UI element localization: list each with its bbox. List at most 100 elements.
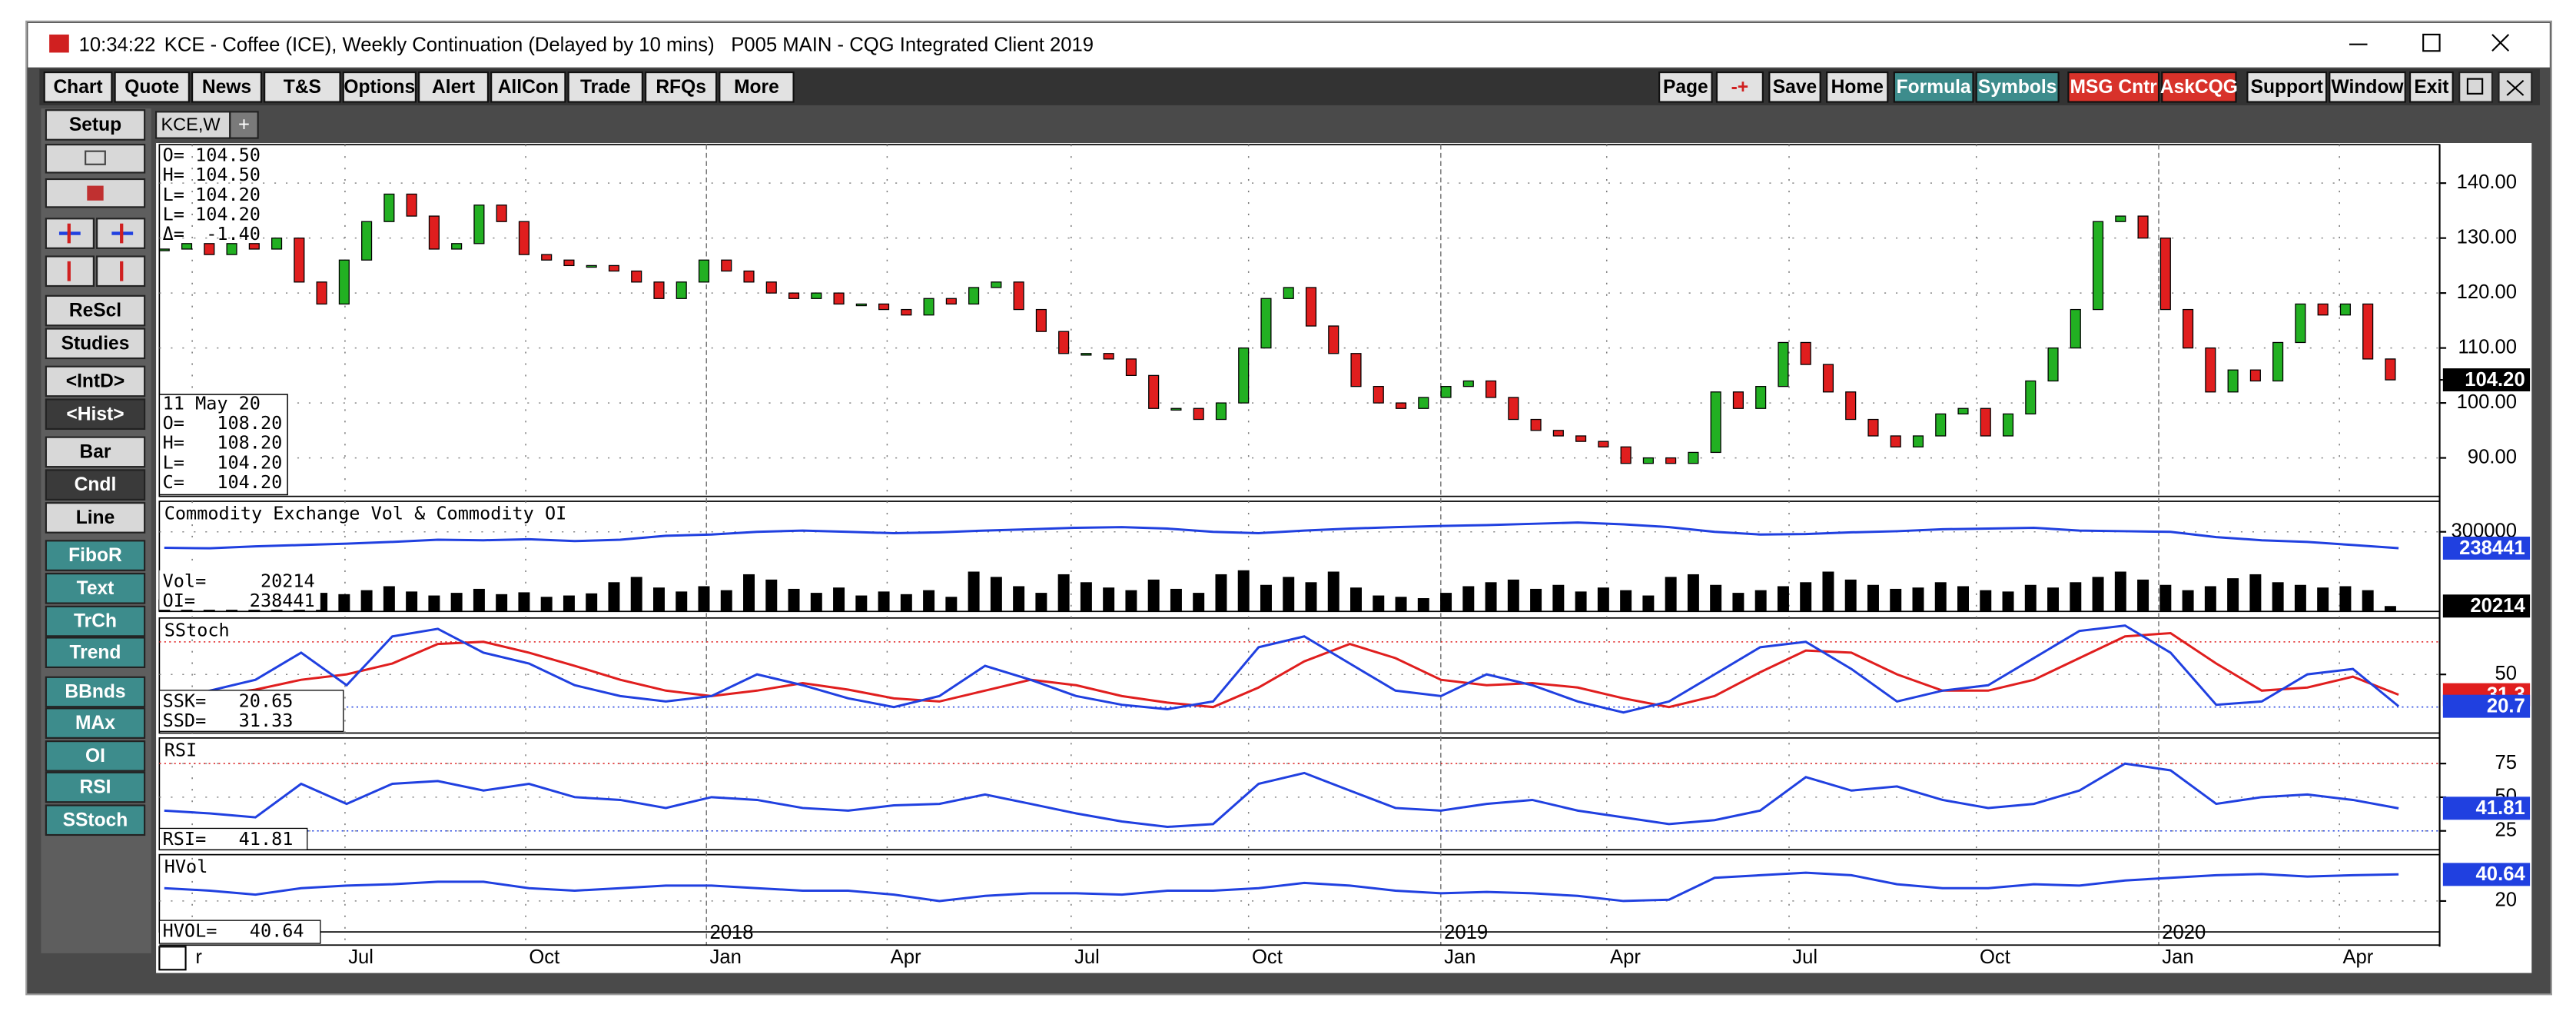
volume-bar <box>2114 571 2126 612</box>
month-label: Oct <box>1252 946 1283 968</box>
toolbar-button[interactable] <box>2329 72 2406 103</box>
maximize[interactable] <box>2422 33 2441 52</box>
volume-bar <box>652 587 665 612</box>
sidebar-button[interactable] <box>45 676 146 708</box>
month-label: Jan <box>710 946 742 968</box>
sidebar-button[interactable] <box>45 707 146 739</box>
toolbar-button[interactable] <box>114 72 190 103</box>
candle <box>1238 347 1250 404</box>
candle <box>1058 331 1070 354</box>
toolbar-button[interactable] <box>2067 72 2160 103</box>
oi-value: 238441 <box>2459 537 2525 559</box>
candle <box>406 193 417 217</box>
candle <box>1170 407 1182 411</box>
candle <box>2295 303 2306 344</box>
toolbar-button[interactable] <box>264 72 341 103</box>
toolbar-button[interactable] <box>719 72 795 103</box>
candle <box>923 298 934 316</box>
quote-readout: L= 104.20 <box>163 204 261 225</box>
toolbar-button[interactable] <box>2161 72 2237 103</box>
sidebar-button[interactable] <box>45 804 146 836</box>
year-label: 2020 <box>2162 922 2206 943</box>
tab-add[interactable] <box>229 111 259 139</box>
volume-bar <box>1867 584 1879 612</box>
volume-bar <box>406 591 418 612</box>
readout-box <box>158 920 321 944</box>
toolbar-button[interactable] <box>645 72 718 103</box>
toolbar-label: Trade <box>580 77 631 98</box>
scroll-box[interactable] <box>158 946 187 971</box>
sidebar-button[interactable] <box>45 740 146 772</box>
volume-bar <box>743 574 755 612</box>
toolbar-button[interactable] <box>1658 72 1713 103</box>
sidebar-button[interactable] <box>45 328 146 360</box>
print-button[interactable] <box>45 144 146 174</box>
restore-button[interactable] <box>2458 72 2494 103</box>
candle <box>1530 418 1542 431</box>
sidebar-button[interactable] <box>45 502 146 534</box>
print-icon <box>85 150 106 165</box>
readout-box <box>158 690 344 732</box>
toolbar-button[interactable] <box>490 72 566 103</box>
volume-bar <box>1957 586 1969 612</box>
tab[interactable] <box>155 111 231 139</box>
candle <box>1845 391 1857 421</box>
volume-bar <box>1710 584 1722 612</box>
candle <box>2159 238 2171 311</box>
candle <box>1552 430 1564 437</box>
candle <box>1148 374 1160 409</box>
candle <box>2272 341 2284 382</box>
toolbar-button[interactable] <box>1826 72 1889 103</box>
toolbar-button[interactable] <box>2409 72 2454 103</box>
toolbar-button[interactable] <box>1715 72 1764 103</box>
sidebar-button[interactable] <box>45 436 146 468</box>
last-price: 104.20 <box>2465 369 2525 391</box>
sidebar-button[interactable] <box>45 109 146 141</box>
volume-bar <box>1844 579 1857 612</box>
tool-button[interactable] <box>45 178 146 208</box>
volume-bar <box>1890 588 1902 612</box>
sidebar-button[interactable] <box>45 637 146 669</box>
toolbar-button[interactable] <box>418 72 489 103</box>
candle <box>1418 397 1429 409</box>
volume-bar <box>1980 590 1992 612</box>
volume-bar <box>945 597 958 612</box>
toolbar-label: Chart <box>53 77 102 98</box>
sidebar-button[interactable] <box>45 540 146 571</box>
candle <box>1486 380 1497 398</box>
toolbar-label: RFQs <box>656 77 706 98</box>
toolbar-button[interactable] <box>567 72 643 103</box>
volume-bar <box>608 582 620 612</box>
toolbar-button[interactable] <box>2246 72 2328 103</box>
y-tick-label: 100.00 <box>2457 391 2517 413</box>
toolbar-label: AskCQG <box>2160 77 2238 98</box>
volume-bar <box>1035 593 1047 612</box>
volume-bar <box>1395 597 1407 612</box>
oi-value-box <box>2442 537 2531 560</box>
sidebar-button[interactable] <box>45 294 146 327</box>
close[interactable] <box>2491 34 2510 52</box>
volume-bar <box>473 588 485 612</box>
toolbar-button[interactable] <box>43 72 113 103</box>
sidebar-label: <Hist> <box>66 404 124 424</box>
sidebar-button[interactable] <box>45 365 146 397</box>
candle <box>2137 215 2149 239</box>
toolbar-button[interactable] <box>1893 72 1974 103</box>
volume-bar <box>1103 587 1115 612</box>
sidebar-button[interactable] <box>45 398 146 431</box>
sidebar-button[interactable] <box>45 605 146 637</box>
app-icon <box>49 34 69 53</box>
sidebar-button[interactable] <box>45 771 146 803</box>
candle <box>1642 457 1654 464</box>
quote-readout: Δ= -1.40 <box>163 223 261 244</box>
toolbar-button[interactable] <box>1975 72 2060 103</box>
toolbar-button[interactable] <box>342 72 417 103</box>
volume-bar <box>1147 579 1160 612</box>
toolbar-button[interactable] <box>1768 72 1821 103</box>
candle <box>1395 402 1407 409</box>
sidebar-button[interactable] <box>45 469 146 501</box>
candle <box>181 243 193 250</box>
month-label: Apr <box>2342 946 2373 968</box>
toolbar-button[interactable] <box>191 72 262 103</box>
sidebar-button[interactable] <box>45 573 146 604</box>
